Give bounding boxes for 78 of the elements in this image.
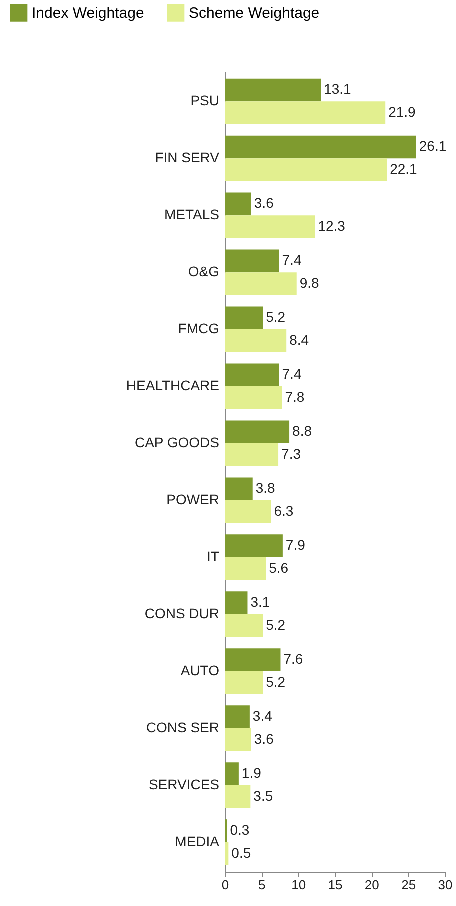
data-label: 26.1 bbox=[419, 138, 447, 154]
bar bbox=[225, 386, 282, 410]
bar bbox=[225, 478, 253, 500]
data-label: 22.1 bbox=[390, 161, 418, 178]
data-label: 1.9 bbox=[242, 764, 262, 781]
x-tick-label: 20 bbox=[364, 878, 380, 892]
data-label: 13.1 bbox=[324, 81, 352, 98]
bar bbox=[225, 330, 287, 352]
bar bbox=[225, 78, 322, 102]
bar bbox=[225, 102, 386, 124]
legend-label: Index Weightage bbox=[32, 5, 144, 22]
data-label: 5.6 bbox=[269, 560, 289, 576]
bar bbox=[225, 420, 290, 444]
x-tick-label: 0 bbox=[222, 878, 230, 892]
bar bbox=[225, 648, 281, 672]
bar bbox=[225, 192, 252, 216]
x-tick-label: 5 bbox=[258, 878, 266, 892]
bar bbox=[225, 728, 252, 752]
bar bbox=[225, 158, 388, 182]
data-label: 7.4 bbox=[282, 366, 302, 382]
data-label: 8.8 bbox=[292, 423, 312, 440]
data-label: 9.8 bbox=[300, 274, 320, 291]
data-label: 8.4 bbox=[290, 332, 310, 348]
bar bbox=[225, 364, 280, 387]
y-tick-label: IT bbox=[207, 548, 220, 564]
data-label: 3.6 bbox=[254, 195, 274, 212]
y-tick-label: HEALTHCARE bbox=[126, 378, 220, 394]
bar bbox=[225, 272, 297, 296]
y-tick-label: CAP GOODS bbox=[134, 434, 220, 451]
bar bbox=[225, 136, 416, 159]
bar bbox=[225, 444, 279, 466]
data-label: 3.5 bbox=[254, 788, 274, 804]
y-tick-label: FIN SERV bbox=[155, 150, 220, 166]
data-label: 5.2 bbox=[266, 674, 286, 690]
y-tick-label: O&G bbox=[188, 264, 220, 280]
x-tick-label: 10 bbox=[292, 878, 306, 892]
bar bbox=[225, 842, 229, 866]
bar bbox=[225, 671, 264, 694]
y-tick-label: FMCG bbox=[178, 320, 220, 337]
bar bbox=[225, 500, 272, 524]
data-label: 3.8 bbox=[256, 480, 276, 496]
data-label: 7.3 bbox=[282, 446, 302, 462]
y-tick-label: METALS bbox=[164, 206, 220, 223]
legend-label: Scheme Weightage bbox=[189, 5, 320, 22]
y-tick-label: AUTO bbox=[180, 662, 220, 678]
bar bbox=[225, 557, 266, 580]
y-tick-label: SERVICES bbox=[148, 776, 220, 792]
x-tick-label: 15 bbox=[328, 878, 343, 892]
bar bbox=[225, 592, 248, 614]
y-tick-label: CONS SER bbox=[146, 719, 220, 736]
data-label: 12.3 bbox=[318, 218, 346, 234]
data-label: 5.2 bbox=[266, 616, 286, 633]
x-tick-label: 30 bbox=[438, 878, 453, 892]
bar bbox=[225, 216, 316, 238]
bar bbox=[225, 706, 250, 728]
x-tick-label: 25 bbox=[402, 878, 416, 892]
data-label: 0.5 bbox=[232, 844, 252, 861]
bar bbox=[225, 762, 239, 786]
data-label: 3.1 bbox=[250, 594, 270, 610]
data-label: 7.8 bbox=[285, 388, 305, 405]
y-tick-label: PSU bbox=[190, 92, 220, 109]
data-label: 0.3 bbox=[230, 822, 250, 838]
data-label: 3.6 bbox=[254, 730, 274, 747]
bar bbox=[225, 785, 251, 808]
y-tick-label: CONS DUR bbox=[144, 605, 220, 622]
data-label: 6.3 bbox=[274, 502, 294, 519]
y-tick-label: POWER bbox=[166, 491, 220, 508]
data-label: 5.2 bbox=[266, 309, 286, 326]
data-label: 7.9 bbox=[286, 537, 306, 554]
data-label: 7.4 bbox=[282, 252, 302, 268]
bar bbox=[225, 614, 264, 638]
y-tick-label: MEDIA bbox=[175, 833, 220, 850]
bar bbox=[225, 534, 283, 558]
data-label: 21.9 bbox=[388, 104, 416, 120]
bar bbox=[225, 250, 280, 273]
bar bbox=[225, 306, 264, 330]
data-label: 3.4 bbox=[252, 708, 273, 724]
data-label: 7.6 bbox=[284, 651, 304, 668]
